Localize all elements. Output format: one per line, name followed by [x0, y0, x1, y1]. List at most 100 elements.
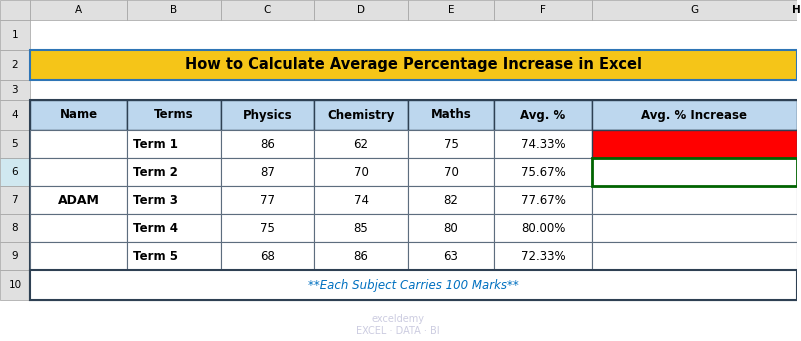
- Bar: [0, 214, 30, 242]
- Bar: [127, 130, 221, 158]
- Text: 77.67%: 77.67%: [521, 193, 566, 207]
- Bar: [408, 214, 494, 242]
- Text: Physics: Physics: [243, 108, 292, 121]
- Bar: [30, 158, 127, 186]
- Bar: [0, 0, 30, 20]
- Bar: [30, 186, 127, 214]
- Bar: [221, 100, 314, 130]
- Text: 2: 2: [11, 60, 18, 70]
- Bar: [408, 158, 494, 186]
- Text: 63: 63: [444, 250, 458, 263]
- Text: Terms: Terms: [155, 108, 194, 121]
- Text: Avg. %: Avg. %: [521, 108, 566, 121]
- Bar: [494, 186, 592, 214]
- Text: 70: 70: [444, 165, 458, 178]
- Bar: [0, 20, 30, 50]
- Text: 62: 62: [353, 137, 368, 150]
- Bar: [494, 214, 592, 242]
- Bar: [127, 186, 221, 214]
- Bar: [127, 0, 221, 20]
- Bar: [494, 0, 592, 20]
- Bar: [127, 100, 221, 130]
- Bar: [127, 158, 221, 186]
- Bar: [494, 130, 592, 158]
- Text: G: G: [690, 5, 698, 15]
- Bar: [408, 130, 494, 158]
- Text: 80: 80: [444, 222, 458, 235]
- Text: 68: 68: [260, 250, 275, 263]
- Text: Chemistry: Chemistry: [328, 108, 395, 121]
- Text: A: A: [75, 5, 83, 15]
- Text: How to Calculate Average Percentage Increase in Excel: How to Calculate Average Percentage Incr…: [185, 58, 642, 73]
- Text: 70: 70: [353, 165, 368, 178]
- Text: 75: 75: [260, 222, 275, 235]
- Text: 74: 74: [353, 193, 368, 207]
- Text: 7: 7: [11, 195, 18, 205]
- Text: 74.33%: 74.33%: [521, 137, 566, 150]
- Bar: [127, 242, 221, 270]
- Bar: [221, 214, 314, 242]
- Bar: [314, 130, 408, 158]
- Text: Term 1: Term 1: [133, 137, 178, 150]
- Text: C: C: [264, 5, 272, 15]
- Bar: [30, 0, 127, 20]
- Bar: [0, 50, 30, 80]
- Text: ADAM: ADAM: [58, 193, 99, 207]
- Text: 9: 9: [11, 251, 18, 261]
- Bar: [592, 214, 797, 242]
- Bar: [408, 0, 494, 20]
- Text: Term 2: Term 2: [133, 165, 178, 178]
- Bar: [0, 242, 30, 270]
- Bar: [30, 130, 127, 158]
- Bar: [0, 130, 30, 158]
- Text: 6: 6: [11, 167, 18, 177]
- Text: 10: 10: [8, 280, 22, 290]
- Text: 1: 1: [11, 30, 18, 40]
- Text: 82: 82: [444, 193, 458, 207]
- Text: 8: 8: [11, 223, 18, 233]
- Bar: [314, 100, 408, 130]
- Text: D: D: [357, 5, 365, 15]
- Text: Term 5: Term 5: [133, 250, 179, 263]
- Bar: [221, 130, 314, 158]
- Text: F: F: [540, 5, 546, 15]
- Text: 75.67%: 75.67%: [521, 165, 566, 178]
- Text: exceldemy
EXCEL · DATA · BI: exceldemy EXCEL · DATA · BI: [356, 314, 440, 336]
- Bar: [221, 0, 314, 20]
- Bar: [314, 186, 408, 214]
- Text: 86: 86: [260, 137, 275, 150]
- Bar: [127, 214, 221, 242]
- Bar: [0, 270, 30, 300]
- Bar: [408, 242, 494, 270]
- Bar: [592, 0, 797, 20]
- Bar: [592, 242, 797, 270]
- Bar: [0, 80, 30, 100]
- Bar: [30, 214, 127, 242]
- Text: 5: 5: [11, 139, 18, 149]
- Text: Name: Name: [59, 108, 98, 121]
- Text: 77: 77: [260, 193, 275, 207]
- Text: 75: 75: [444, 137, 458, 150]
- Text: Maths: Maths: [431, 108, 472, 121]
- Bar: [0, 186, 30, 214]
- Bar: [314, 214, 408, 242]
- Bar: [30, 50, 797, 80]
- Bar: [221, 186, 314, 214]
- Bar: [314, 158, 408, 186]
- Bar: [592, 100, 797, 130]
- Text: **Each Subject Carries 100 Marks**: **Each Subject Carries 100 Marks**: [308, 279, 518, 292]
- Bar: [0, 158, 30, 186]
- Bar: [408, 100, 494, 130]
- Text: Avg. % Increase: Avg. % Increase: [641, 108, 747, 121]
- Text: Term 4: Term 4: [133, 222, 179, 235]
- Text: 86: 86: [353, 250, 368, 263]
- Bar: [494, 158, 592, 186]
- Bar: [30, 100, 797, 300]
- Text: 3: 3: [11, 85, 18, 95]
- Bar: [592, 186, 797, 214]
- Text: H: H: [792, 5, 801, 15]
- Bar: [30, 270, 797, 300]
- Text: B: B: [171, 5, 178, 15]
- Bar: [494, 100, 592, 130]
- Text: 72.33%: 72.33%: [521, 250, 566, 263]
